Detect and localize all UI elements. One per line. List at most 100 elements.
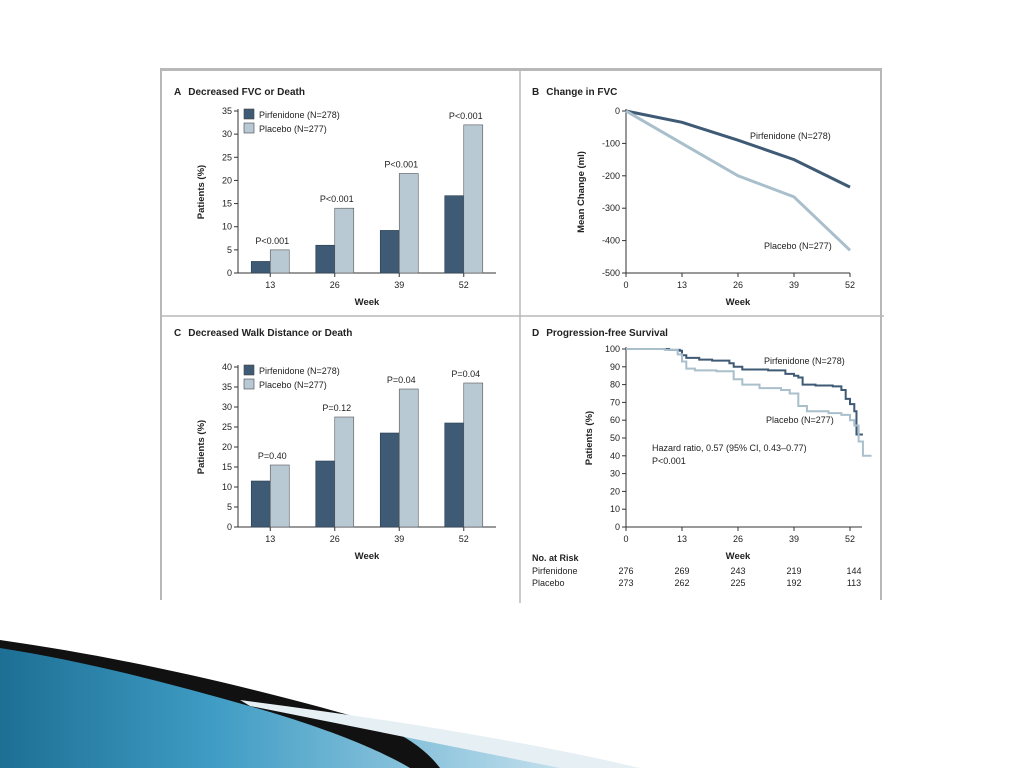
x-tick-label: 26: [330, 534, 340, 544]
panel-A-x-axis-label: Week: [355, 297, 380, 308]
panel-B-title-text: Change in FVC: [546, 87, 617, 98]
bar-placebo: [463, 124, 484, 274]
y-tick-label: 0: [615, 106, 620, 116]
y-tick-label: 20: [610, 486, 620, 496]
y-tick-label: 15: [222, 199, 232, 209]
bar-pirfenidone: [250, 480, 271, 528]
y-tick-label: -200: [602, 171, 620, 181]
y-tick-label: 70: [610, 397, 620, 407]
y-tick-label: 100: [605, 344, 620, 354]
panel-C-title-text: Decreased Walk Distance or Death: [188, 328, 352, 339]
at-risk-value: 219: [786, 566, 801, 576]
y-tick-label: 20: [222, 442, 232, 452]
panel-D-title: D Progression-free Survival: [532, 328, 668, 339]
bar-placebo: [398, 173, 419, 274]
bar-placebo: [463, 382, 484, 528]
panel-A-letter: A: [174, 87, 181, 98]
bar-pirfenidone: [444, 422, 465, 528]
legend-swatch-placebo: [243, 378, 255, 390]
y-tick-label: 40: [610, 451, 620, 461]
bar-pirfenidone: [379, 432, 400, 528]
x-tick-label: 39: [394, 280, 404, 290]
y-tick-label: 35: [222, 382, 232, 392]
hazard-p-value-text: P<0.001: [652, 456, 686, 466]
bar-pirfenidone: [250, 261, 271, 274]
x-tick-label: 26: [733, 534, 743, 544]
p-value-label: P=0.04: [387, 375, 416, 385]
x-tick-label: 39: [789, 534, 799, 544]
x-tick-label: 13: [265, 534, 275, 544]
x-tick-label: 13: [265, 280, 275, 290]
bar-placebo: [269, 464, 290, 528]
y-tick-label: 30: [222, 402, 232, 412]
p-value-label: P=0.40: [258, 451, 287, 461]
at-risk-value: 113: [847, 578, 861, 588]
at-risk-row-label: Placebo: [532, 578, 565, 588]
x-tick-label: 52: [845, 534, 855, 544]
bar-pirfenidone: [315, 460, 336, 528]
at-risk-value: 243: [730, 566, 745, 576]
survival-curve-pirfenidone: [626, 348, 863, 436]
x-tick-label: 13: [677, 280, 687, 290]
slide-decoration: [0, 640, 640, 768]
at-risk-title: No. at Risk: [532, 553, 580, 563]
panel-d: D Progression-free Survival 0 10 20 30 40 50 60 7…: [532, 328, 872, 588]
bar-placebo: [398, 388, 419, 528]
at-risk-row-label: Pirfenidone: [532, 566, 578, 576]
at-risk-value: 273: [618, 578, 633, 588]
legend-label-pirfenidone: Pirfenidone (N=278): [259, 110, 340, 120]
at-risk-value: 144: [846, 566, 861, 576]
bar-placebo: [334, 416, 355, 528]
y-tick-label: 5: [227, 502, 232, 512]
y-tick-label: -300: [602, 203, 620, 213]
panel-A-y-axis-label: Patients (%): [196, 165, 207, 219]
hazard-ratio-text: Hazard ratio, 0.57 (95% CI, 0.43–0.77): [652, 443, 807, 453]
p-value-label: P<0.001: [320, 194, 354, 204]
panel-B-letter: B: [532, 87, 539, 98]
panel-D-x-axis-label: Week: [726, 551, 751, 562]
panel-C-title: C Decreased Walk Distance or Death: [174, 328, 352, 339]
x-tick-label: 52: [459, 534, 469, 544]
survival-curve-placebo: [626, 348, 872, 457]
at-risk-value: 192: [786, 578, 801, 588]
legend-label-placebo: Placebo (N=277): [259, 124, 327, 134]
panel-B-y-axis-label: Mean Change (ml): [576, 151, 587, 233]
bar-placebo: [269, 249, 290, 274]
panel-D-title-text: Progression-free Survival: [546, 328, 668, 339]
x-tick-label: 39: [789, 280, 799, 290]
y-tick-label: 60: [610, 415, 620, 425]
series-label-pirfenidone: Pirfenidone (N=278): [764, 356, 845, 366]
y-tick-label: 0: [227, 268, 232, 278]
y-tick-label: 80: [610, 380, 620, 390]
legend-swatch-placebo: [243, 122, 255, 134]
y-tick-label: -500: [602, 268, 620, 278]
y-tick-label: 50: [610, 433, 620, 443]
y-tick-label: 40: [222, 362, 232, 372]
y-tick-label: 15: [222, 462, 232, 472]
y-tick-label: 0: [615, 522, 620, 532]
x-tick-label: 13: [677, 534, 687, 544]
legend-swatch-pirfenidone: [243, 108, 255, 120]
panel-a: A Decreased FVC or Death 0 5 10 15 20 25 30 35 Pat…: [174, 87, 496, 308]
bar-pirfenidone: [379, 230, 400, 274]
x-tick-label: 52: [845, 280, 855, 290]
y-tick-label: 20: [222, 175, 232, 185]
series-label-pirfenidone: Pirfenidone (N=278): [750, 131, 831, 141]
panel-B-title: B Change in FVC: [532, 87, 617, 98]
x-tick-label: 52: [459, 280, 469, 290]
x-tick-label: 39: [394, 534, 404, 544]
y-tick-label: 25: [222, 422, 232, 432]
y-tick-label: 90: [610, 362, 620, 372]
bar-pirfenidone: [444, 195, 465, 274]
legend-swatch-pirfenidone: [243, 364, 255, 376]
p-value-label: P=0.04: [451, 369, 480, 379]
y-tick-label: 5: [227, 245, 232, 255]
series-label-placebo: Placebo (N=277): [766, 415, 834, 425]
panel-D-y-axis-label: Patients (%): [584, 411, 595, 465]
panel-c: C Decreased Walk Distance or Death 0 5 10 15 2…: [174, 328, 496, 562]
panel-A-title-text: Decreased FVC or Death: [188, 87, 305, 98]
panel-B-x-axis-label: Week: [726, 297, 751, 308]
y-tick-label: 10: [610, 504, 620, 514]
panel-D-letter: D: [532, 328, 539, 339]
at-risk-value: 262: [674, 578, 689, 588]
